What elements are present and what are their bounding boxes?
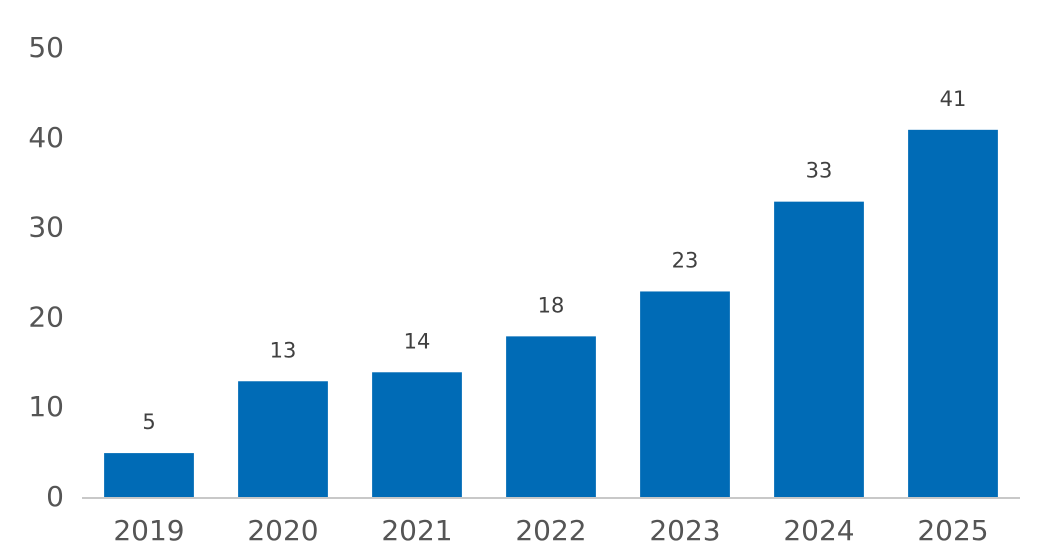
y-tick-label: 40	[28, 121, 64, 154]
x-tick-label: 2022	[515, 514, 586, 547]
x-tick-label: 2019	[113, 514, 184, 547]
y-tick-label: 50	[28, 31, 64, 64]
value-label: 5	[142, 410, 155, 434]
bar	[372, 372, 462, 498]
x-tick-label: 2024	[783, 514, 854, 547]
bar	[640, 291, 730, 498]
bar	[908, 129, 998, 498]
y-tick-label: 0	[46, 480, 64, 513]
value-label: 18	[538, 293, 565, 317]
bar	[104, 453, 194, 498]
y-tick-label: 10	[28, 390, 64, 423]
y-tick-label: 20	[28, 300, 64, 333]
x-tick-label: 2020	[247, 514, 318, 547]
x-tick-label: 2021	[381, 514, 452, 547]
bar	[238, 381, 328, 498]
x-tick-label: 2025	[917, 514, 988, 547]
y-tick-label: 30	[28, 211, 64, 244]
bar	[774, 201, 864, 498]
value-label: 33	[806, 159, 833, 183]
value-label: 23	[672, 248, 699, 272]
x-tick-label: 2023	[649, 514, 720, 547]
value-label: 14	[404, 329, 431, 353]
value-label: 41	[940, 87, 967, 111]
value-label: 13	[270, 338, 297, 362]
bar	[506, 336, 596, 498]
